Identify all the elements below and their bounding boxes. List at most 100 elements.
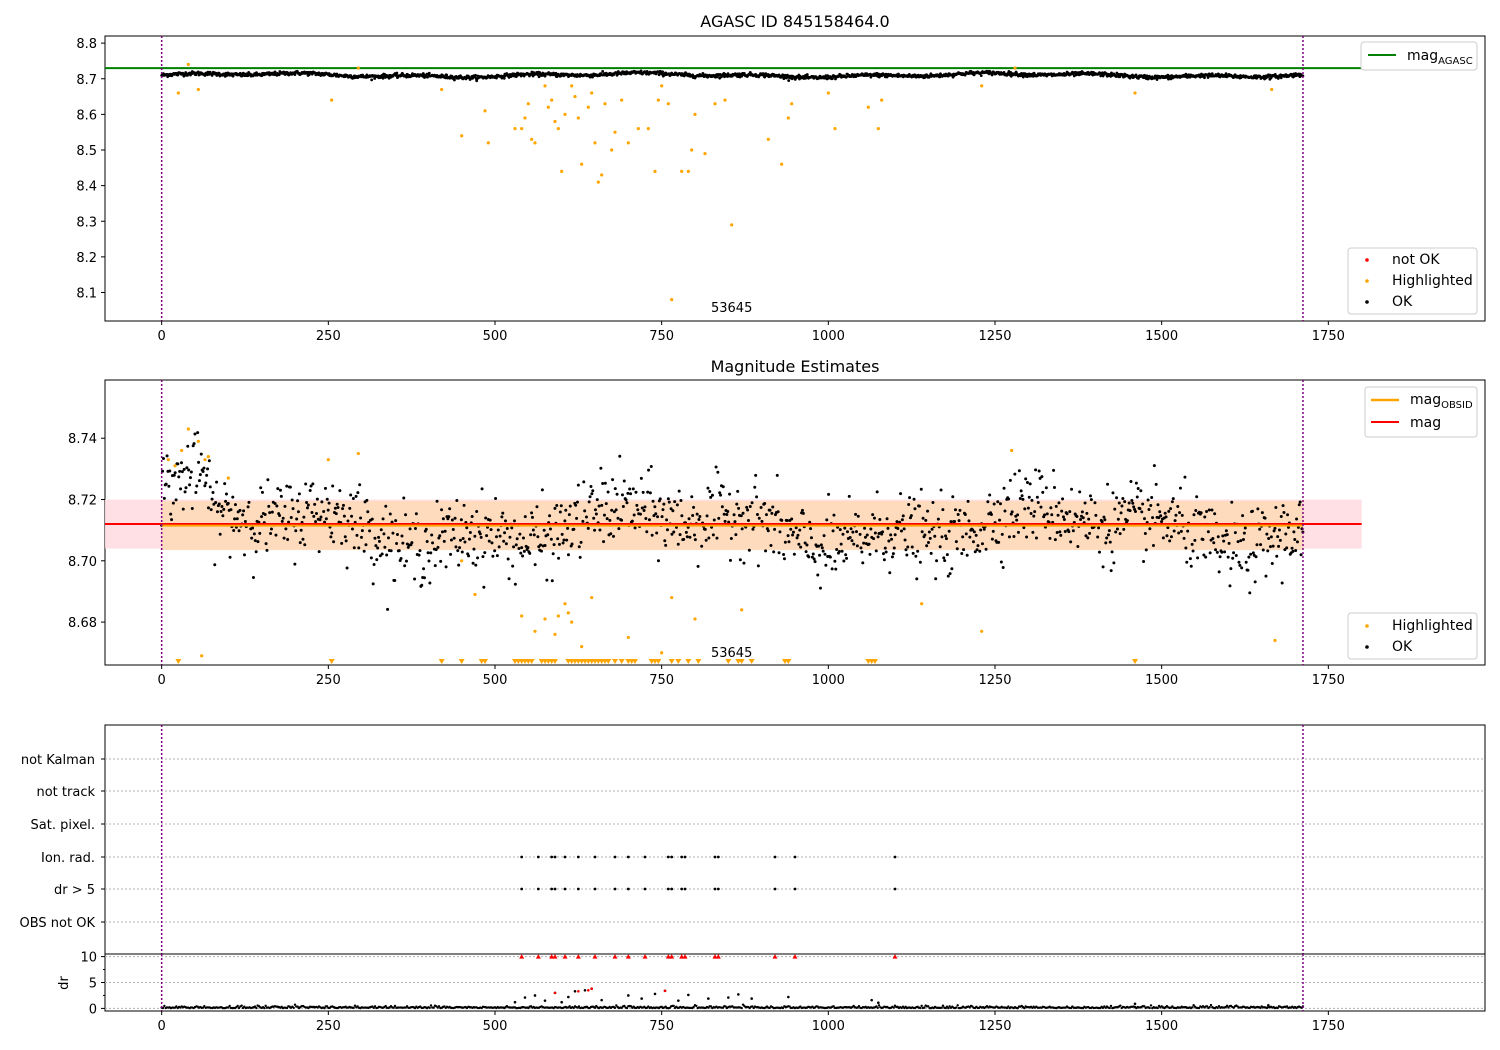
ok-point [954,540,958,544]
highlighted-point [660,651,664,655]
ok-point [685,535,689,539]
x-tick-label: 1750 [1312,1019,1345,1034]
flag-point [536,887,540,891]
ok-point [1185,560,1189,564]
y-tick-label: 0 [89,1002,97,1017]
ok-point [213,563,217,567]
dr-point [227,1006,230,1009]
ok-point [834,567,838,571]
ok-point [1142,517,1146,521]
ok-point [1136,486,1140,490]
ok-point [1229,567,1233,571]
ok-point [379,528,383,532]
dr-point [877,1004,881,1007]
ok-point [665,518,669,522]
ok-point [354,494,358,498]
ok-point [1146,498,1150,502]
ok-point [267,504,271,508]
dr-point [613,1006,617,1010]
panel2-annotation: 53645 [711,646,752,661]
ok-point [526,546,530,550]
ok-point [1271,544,1275,548]
dr-clipped-marker [892,954,898,959]
ok-point [254,550,258,554]
highlighted-point [920,602,924,606]
ok-point [1270,562,1274,566]
dr-point [264,1004,267,1008]
ok-point [1292,530,1296,534]
ok-point [1171,497,1175,501]
legend-mag-obsid-label: magOBSID [1410,392,1473,411]
ok-point [395,71,399,75]
ok-point [385,553,389,557]
ok-point [992,502,996,506]
flag-point [626,887,630,891]
ok-point [400,534,404,538]
ok-point [266,478,270,482]
flag-point [563,887,567,891]
ok-point [531,528,535,532]
flag-point [793,887,797,891]
ok-point [967,519,971,523]
ok-point [178,469,182,473]
ok-point [881,552,885,556]
dr-point [384,1004,387,1008]
ok-point [1061,497,1065,501]
ok-point [177,475,181,479]
ok-point [799,545,803,549]
y-tick-label: 8.8 [76,37,97,52]
ok-point [1290,546,1294,550]
ok-point [791,530,795,534]
ok-point [738,558,742,562]
ok-point [747,548,751,552]
ok-point [332,540,336,544]
ok-point [1097,526,1101,530]
ok-point [172,473,176,477]
ok-point [187,468,191,472]
ok-point [381,517,385,521]
ok-point [487,539,491,543]
ok-point [1196,556,1200,560]
ok-point [988,493,992,497]
ok-point [1189,564,1193,568]
ok-point [490,541,494,545]
ok-point [441,517,445,521]
flag-point [713,887,717,891]
ok-point [805,73,809,76]
ok-point [633,526,637,530]
x-tick-label: 750 [649,329,674,344]
highlighted-point [780,162,784,166]
ok-point [467,537,471,541]
ok-point [309,484,313,488]
dr-point [876,1006,879,1010]
ok-point [224,492,228,496]
ok-point [214,500,218,504]
ok-point [1161,536,1165,540]
ok-point [1186,529,1190,533]
ok-point [539,549,543,553]
dr-point [1023,1006,1026,1010]
dr-point [1205,1005,1209,1008]
ok-point [543,74,547,78]
ok-point [438,534,442,538]
ok-point [463,540,467,544]
flag-point [550,887,554,891]
ok-point [335,502,339,506]
ok-point [827,492,831,496]
dr-point [236,1004,239,1008]
ok-point [1210,508,1214,512]
ok-point [1034,468,1038,472]
highlighted-point [543,84,547,88]
legend-frame [1347,612,1478,660]
ok-point [1076,545,1080,549]
highlighted-point [596,180,600,184]
ok-point [447,515,451,519]
dr-clipped-marker [642,954,648,959]
ok-point [1279,514,1283,518]
y-tick-label: 8.74 [68,432,97,447]
ok-point [1295,517,1299,521]
dr-point [1225,1004,1229,1008]
ok-point [459,518,463,522]
ok-point [710,493,714,497]
ok-point [1177,531,1181,535]
